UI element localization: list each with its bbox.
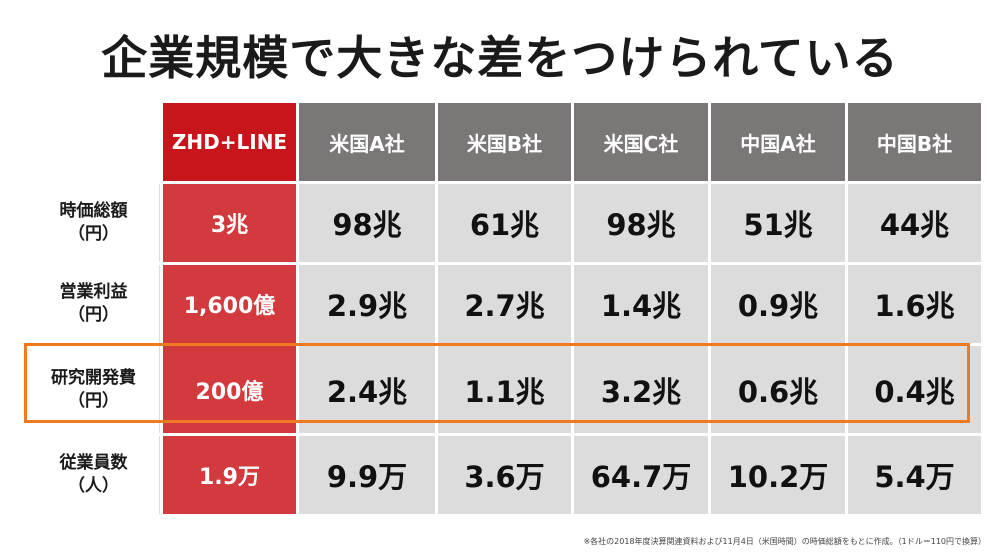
table-cell: 3兆 [163, 184, 296, 262]
table-cell: 44兆 [848, 184, 981, 262]
column-header-us-a: 米国A社 [299, 103, 435, 181]
column-header-cn-a: 中国A社 [711, 103, 845, 181]
row-label-unit: （円） [68, 224, 119, 244]
row-label-operating-profit: 営業利益 （円） [28, 265, 160, 343]
table-corner [28, 103, 160, 181]
table-cell: 1.9万 [163, 436, 296, 514]
table-cell: 0.6兆 [711, 346, 845, 433]
table-cell: 98兆 [574, 184, 708, 262]
table-cell: 64.7万 [574, 436, 708, 514]
comparison-table: ZHD+LINE 米国A社 米国B社 米国C社 中国A社 中国B社 時価総額 （… [28, 103, 981, 514]
row-label-text: 営業利益 [59, 282, 128, 303]
table-cell: 1.1兆 [438, 346, 571, 433]
table-cell: 1.4兆 [574, 265, 708, 343]
row-label-text: 従業員数 [59, 453, 128, 474]
row-label-market-cap: 時価総額 （円） [28, 184, 160, 262]
table-cell: 51兆 [711, 184, 845, 262]
row-label-rd-expense: 研究開発費 （円） [28, 346, 160, 433]
row-label-employees: 従業員数 （人） [28, 436, 160, 514]
table-cell: 3.2兆 [574, 346, 708, 433]
slide-title: 企業規模で大きな差をつけられている [101, 31, 899, 85]
column-header-us-c: 米国C社 [574, 103, 708, 181]
row-label-unit: （円） [68, 305, 119, 325]
row-label-text: 時価総額 [59, 201, 128, 222]
column-header-zhd-line: ZHD+LINE [163, 103, 296, 181]
table-cell: 3.6万 [438, 436, 571, 514]
table-cell: 61兆 [438, 184, 571, 262]
table-cell: 1.6兆 [848, 265, 981, 343]
table-cell: 0.9兆 [711, 265, 845, 343]
table-cell: 0.4兆 [848, 346, 981, 433]
table-cell: 1,600億 [163, 265, 296, 343]
table-cell: 2.9兆 [299, 265, 435, 343]
table-cell: 9.9万 [299, 436, 435, 514]
row-label-unit: （円） [68, 390, 119, 411]
column-header-us-b: 米国B社 [438, 103, 571, 181]
table-cell: 2.4兆 [299, 346, 435, 433]
row-label-text: 研究開発費 [51, 367, 136, 388]
column-header-cn-b: 中国B社 [848, 103, 981, 181]
table-cell: 98兆 [299, 184, 435, 262]
table-cell: 200億 [163, 346, 296, 433]
footnote: ※各社の2018年度決算関連資料および11月4日（米国時間）の時価総額をもとに作… [583, 537, 986, 546]
row-label-unit: （人） [68, 476, 119, 496]
table-cell: 10.2万 [711, 436, 845, 514]
table-cell: 5.4万 [848, 436, 981, 514]
table-cell: 2.7兆 [438, 265, 571, 343]
